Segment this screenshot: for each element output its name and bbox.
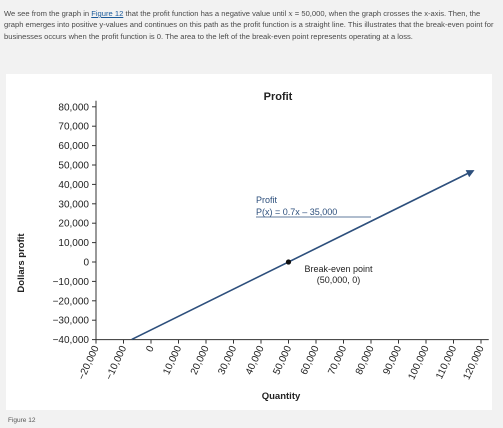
x-axis-label: Quantity — [262, 391, 301, 402]
point-label-line1: Break-even point — [304, 264, 373, 274]
x-tick-label: 10,000 — [161, 344, 184, 377]
x-tick-label: 120,000 — [461, 344, 486, 382]
x-tick-label: −10,000 — [104, 344, 130, 382]
paragraph-text-1: We see from the graph in — [4, 9, 92, 18]
y-axis-label: Dollars profit — [16, 233, 27, 293]
intro-paragraph: We see from the graph in Figure 12 that … — [4, 8, 500, 42]
profit-chart: Profit Dollars profit Quantity 80,00070,… — [16, 91, 489, 402]
y-tick-label: 30,000 — [58, 199, 89, 210]
y-tick-label: 50,000 — [58, 161, 89, 172]
y-tick-label: −10,000 — [53, 277, 90, 288]
x-tick-label: 20,000 — [189, 344, 212, 377]
y-tick-label: 10,000 — [58, 238, 89, 249]
x-tick-label: 30,000 — [216, 344, 239, 377]
y-tick-label: 20,000 — [58, 219, 89, 230]
y-tick-label: 0 — [83, 258, 89, 269]
series-label-line2: P(x) = 0.7x – 35,000 — [256, 207, 337, 217]
profit-line — [131, 170, 475, 341]
x-tick-label: 70,000 — [326, 344, 349, 377]
y-tick-label: 80,000 — [58, 102, 89, 113]
y-tick-label: 40,000 — [58, 180, 89, 191]
x-tick-label: 100,000 — [406, 344, 431, 382]
figure-box: Profit Dollars profit Quantity 80,000 70,… — [6, 74, 492, 410]
paragraph-text-3: , when the graph crosses the x-axis. The… — [4, 9, 494, 41]
x-tick-label: 50,000 — [271, 344, 294, 377]
chart-title: Profit — [264, 91, 293, 103]
break-even-point — [285, 259, 292, 265]
figure-link[interactable]: Figure 12 — [91, 9, 124, 18]
math-variable: x — [288, 9, 293, 18]
x-tick-label: 80,000 — [354, 344, 377, 377]
point-label-line2: (50,000, 0) — [317, 275, 361, 285]
paragraph-text-2: that the profit function has a negative … — [123, 9, 289, 18]
x-tick-label: −20,000 — [76, 344, 102, 382]
x-tick-label: 60,000 — [299, 344, 322, 377]
y-tick-label: 70,000 — [58, 122, 89, 133]
figure-caption: Figure 12 — [8, 417, 36, 424]
y-tick-label: −20,000 — [53, 296, 90, 307]
x-tick-label: 0 — [144, 344, 157, 354]
x-tick-label: 90,000 — [381, 344, 404, 377]
x-tick-label: 110,000 — [434, 344, 459, 381]
y-tick-label: 60,000 — [58, 141, 89, 152]
x-tick-label: 40,000 — [244, 344, 267, 377]
series-label-line1: Profit — [256, 195, 278, 205]
math-equation: = 50,000 — [292, 9, 325, 18]
y-tick-label: −30,000 — [53, 316, 90, 327]
y-tick-label: −40,000 — [53, 335, 90, 346]
